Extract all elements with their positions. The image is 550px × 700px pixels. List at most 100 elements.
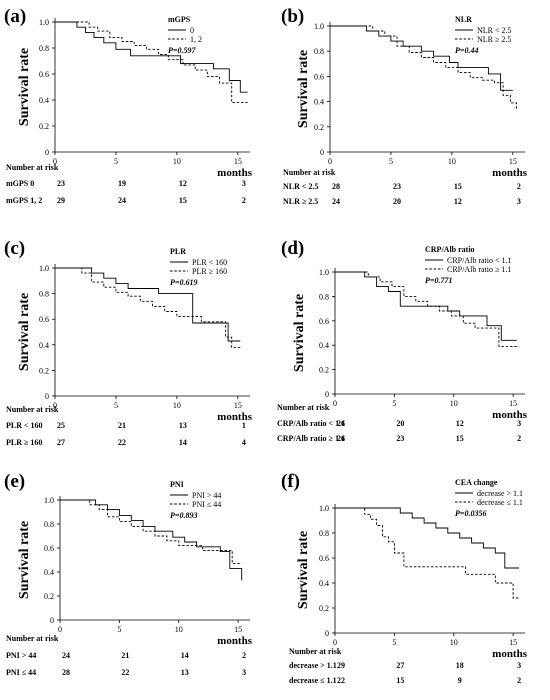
risk-count: 24 xyxy=(118,196,126,205)
survival-curve-dashed xyxy=(55,267,241,348)
x-tick-label: 15 xyxy=(234,157,242,166)
risk-count: 18 xyxy=(456,661,464,670)
legend-title: CRP/Alb ratio xyxy=(425,245,475,254)
x-tick-label: 0 xyxy=(53,401,57,410)
survival-curve-solid xyxy=(55,267,241,342)
risk-count: 3 xyxy=(242,179,246,188)
x-tick-label: 5 xyxy=(114,157,118,166)
risk-count: 20 xyxy=(393,197,401,206)
risk-count: 15 xyxy=(179,196,187,205)
survival-curve-dashed xyxy=(330,25,517,111)
y-tick-label: 0.6 xyxy=(319,554,329,563)
legend-entry: PLR ≥ 160 xyxy=(192,267,227,276)
y-tick-label: 0.2 xyxy=(314,123,324,132)
x-tick-label: 5 xyxy=(392,399,396,408)
risk-count: 3 xyxy=(517,419,521,428)
risk-row-label: mGPS 1, 2 xyxy=(6,196,42,205)
survival-curve-dashed xyxy=(335,271,520,347)
y-tick-label: 0.4 xyxy=(314,98,324,107)
risk-count: 3 xyxy=(517,661,521,670)
x-tick-label: 5 xyxy=(389,157,393,166)
legend-entry: decrease ≤ 1.1 xyxy=(477,498,523,507)
risk-count: 29 xyxy=(337,661,345,670)
risk-count: 25 xyxy=(57,421,65,430)
x-tick-label: 15 xyxy=(509,399,517,408)
y-tick-label: 0.8 xyxy=(319,529,329,538)
x-tick-label: 5 xyxy=(117,625,121,634)
y-tick-label: 0.6 xyxy=(39,70,49,79)
y-tick-label: 0.2 xyxy=(44,592,54,601)
risk-table-title: Number at risk xyxy=(289,647,342,656)
x-axis-label: months xyxy=(492,409,528,421)
p-value: P=0.44 xyxy=(455,46,478,55)
risk-count: 3 xyxy=(242,668,246,677)
legend-entry: 1, 2 xyxy=(190,35,202,44)
risk-count: 12 xyxy=(456,419,464,428)
km-panel: (d)00.20.40.60.81.00 5 10 15monthsSurvival … xyxy=(277,238,528,443)
risk-table-title: Number at risk xyxy=(277,403,330,412)
risk-count: 19 xyxy=(118,179,126,188)
risk-row-label: PNI ≤ 44 xyxy=(6,668,36,677)
y-tick-label: 1.0 xyxy=(319,504,329,513)
y-tick-label: 0 xyxy=(325,390,329,399)
survival-curve-dashed xyxy=(60,499,242,565)
risk-count: 12 xyxy=(454,197,462,206)
x-tick-label: 10 xyxy=(450,638,458,647)
legend-entry: PNI > 44 xyxy=(192,491,221,500)
risk-count: 13 xyxy=(181,668,189,677)
risk-row-label: CRP/Alb ratio ≥ 1.1 xyxy=(277,434,345,443)
legend-title: mGPS xyxy=(168,15,191,24)
p-value: P=0.0356 xyxy=(455,509,486,518)
risk-count: 15 xyxy=(456,434,464,443)
x-tick-label: 10 xyxy=(173,157,181,166)
x-tick-label: 5 xyxy=(392,638,396,647)
risk-count: 21 xyxy=(121,651,129,660)
risk-count: 29 xyxy=(57,196,65,205)
y-tick-label: 0.8 xyxy=(314,47,324,56)
km-panel: (f)00.20.40.60.81.00 5 10 15monthsSurvival … xyxy=(281,471,528,685)
y-tick-label: 0 xyxy=(325,629,329,638)
x-tick-label: 10 xyxy=(450,399,458,408)
y-tick-label: 0.8 xyxy=(44,520,54,529)
legend-entry: decrease > 1.1 xyxy=(477,489,523,498)
y-tick-label: 0.2 xyxy=(319,366,329,375)
survival-curve-solid xyxy=(55,21,248,93)
x-tick-label: 15 xyxy=(234,401,242,410)
y-tick-label: 1.0 xyxy=(319,268,329,277)
y-tick-label: 1.0 xyxy=(44,496,54,505)
x-axis-label: months xyxy=(217,411,253,423)
km-panel: (a)00.20.40.60.81.00 5 10 15monthsSurvival … xyxy=(4,6,253,205)
risk-count: 22 xyxy=(118,438,126,447)
x-tick-label: 10 xyxy=(175,625,183,634)
risk-table-title: Number at risk xyxy=(6,163,59,172)
y-tick-label: 1.0 xyxy=(39,264,49,273)
y-tick-label: 0.6 xyxy=(44,544,54,553)
risk-count: 28 xyxy=(332,182,340,191)
x-tick-label: 0 xyxy=(328,157,332,166)
y-tick-label: 0 xyxy=(50,616,54,625)
x-axis-label: months xyxy=(217,167,253,179)
x-tick-label: 0 xyxy=(53,157,57,166)
survival-curve-solid xyxy=(335,271,517,341)
y-tick-label: 0.8 xyxy=(39,44,49,53)
survival-curve-solid xyxy=(60,499,243,581)
panel-label: (d) xyxy=(281,238,304,259)
y-tick-label: 0 xyxy=(45,392,49,401)
legend-title: CEA change xyxy=(455,478,498,487)
legend-entry: 0 xyxy=(190,26,194,35)
risk-table-title: Number at risk xyxy=(283,168,336,177)
legend-title: PNI xyxy=(170,480,184,489)
risk-count: 9 xyxy=(458,676,462,685)
risk-count: 15 xyxy=(396,676,404,685)
risk-count: 27 xyxy=(396,661,404,670)
risk-row-label: NLR ≥ 2.5 xyxy=(283,197,318,206)
x-axis-label: months xyxy=(217,635,253,647)
y-tick-label: 0 xyxy=(320,148,324,157)
y-tick-label: 0.2 xyxy=(319,604,329,613)
legend-entry: CRP/Alb ratio ≥ 1.1 xyxy=(447,265,511,274)
y-tick-label: 0.4 xyxy=(44,568,54,577)
survival-curve-dashed xyxy=(55,21,248,104)
y-axis-label: Survival rate xyxy=(292,294,307,372)
x-tick-label: 0 xyxy=(333,638,337,647)
